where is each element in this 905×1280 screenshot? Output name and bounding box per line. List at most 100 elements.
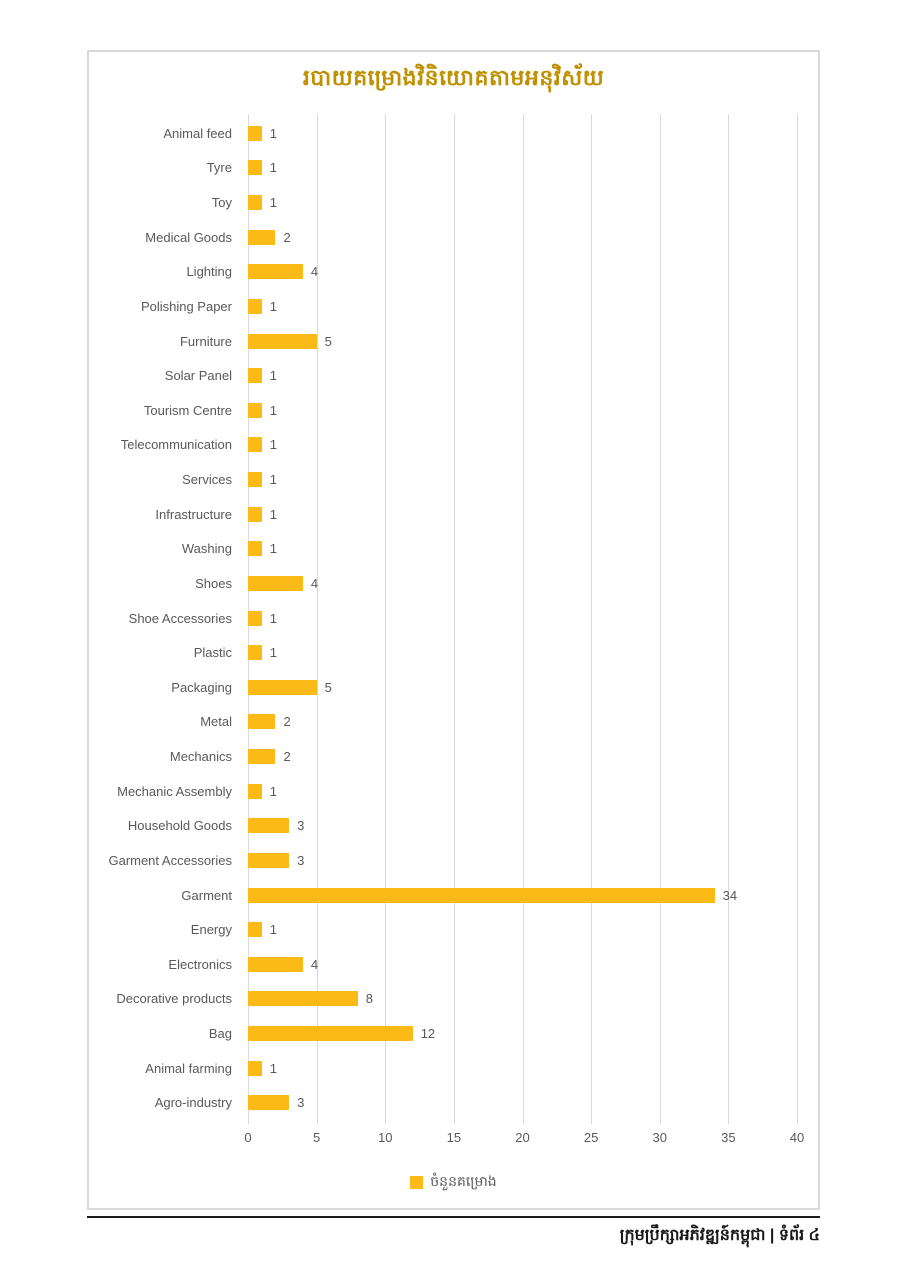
- x-tick-label: 0: [244, 1130, 252, 1145]
- bar: [248, 922, 262, 938]
- bar-row: Animal farming 1: [89, 1051, 818, 1086]
- bar-row: Plastic 1: [89, 635, 818, 670]
- value-label: 3: [297, 852, 305, 868]
- chart-title: របាយគម្រោងវិនិយោគតាមអនុវិស័យ: [302, 65, 605, 90]
- value-label: 1: [269, 125, 277, 141]
- value-label: 2: [283, 714, 291, 730]
- bar-row: Packaging 5: [89, 670, 818, 705]
- bar-row: Infrastructure 1: [89, 497, 818, 532]
- plot-area: Animal feed 1 Tyre 1 Toy 1 Medical Goods 2 Light…: [89, 114, 818, 1124]
- bar: [248, 402, 262, 418]
- bar-row: Solar Panel 1: [89, 358, 818, 393]
- bar-row: Garment 34: [89, 878, 818, 913]
- category-label: Shoes: [195, 575, 232, 591]
- x-tick-label: 40: [789, 1130, 805, 1145]
- bar-track: 1: [248, 151, 818, 186]
- gridline: [659, 114, 661, 1124]
- value-label: 1: [269, 298, 277, 314]
- bar: [248, 1060, 262, 1076]
- value-label: 1: [269, 195, 277, 211]
- bar: [248, 749, 276, 765]
- bar-row: Services 1: [89, 462, 818, 497]
- bar-row: Mechanics 2: [89, 739, 818, 774]
- value-label: 4: [310, 575, 319, 591]
- value-label: 1: [269, 506, 277, 522]
- bar-track: 34: [248, 878, 818, 913]
- value-label: 5: [324, 679, 332, 695]
- bar-row: Household Goods 3: [89, 809, 818, 844]
- bar-track: 3: [248, 809, 818, 844]
- category-label: Services: [182, 472, 232, 488]
- bar-row: Washing 1: [89, 532, 818, 567]
- bar-row: Energy 1: [89, 912, 818, 947]
- value-label: 5: [324, 333, 332, 349]
- value-label: 3: [297, 1095, 305, 1111]
- gridline: [522, 114, 524, 1124]
- category-label: Plastic: [193, 645, 232, 661]
- category-label: Bag: [208, 1026, 232, 1042]
- category-label: Decorative products: [116, 991, 232, 1007]
- bar-track: 1: [248, 1051, 818, 1086]
- x-axis: 0 5 10 15 20 25 30 35 40: [244, 1130, 818, 1150]
- bar-track: 1: [248, 358, 818, 393]
- bar-track: 1: [248, 428, 818, 463]
- bar-row: Medical Goods 2: [89, 220, 818, 255]
- bar-row: Electronics 4: [89, 947, 818, 982]
- bar-row: Shoe Accessories 1: [89, 601, 818, 636]
- value-label: 1: [269, 1060, 277, 1076]
- value-label: 1: [269, 783, 277, 799]
- category-label: Mechanic Assembly: [117, 783, 232, 799]
- bar-track: 1: [248, 289, 818, 324]
- value-label: 12: [420, 1026, 436, 1042]
- bar: [248, 1095, 290, 1111]
- footer-divider: [87, 1216, 820, 1218]
- bar-track: 4: [248, 255, 818, 290]
- bar-row: Furniture 5: [89, 324, 818, 359]
- value-label: 1: [269, 160, 277, 176]
- bar: [248, 333, 317, 349]
- gridline: [316, 114, 318, 1124]
- x-tick-label: 20: [515, 1130, 530, 1145]
- bar-track: 1: [248, 497, 818, 532]
- value-label: 1: [269, 541, 277, 557]
- x-tick-label: 15: [446, 1130, 462, 1145]
- bar: [248, 541, 262, 557]
- bar-row: Tourism Centre 1: [89, 393, 818, 428]
- category-label: Infrastructure: [155, 506, 232, 522]
- bar: [248, 472, 262, 488]
- bar-track: 1: [248, 532, 818, 567]
- bar-track: 1: [248, 116, 818, 151]
- bar: [248, 783, 262, 799]
- value-label: 2: [283, 229, 291, 245]
- category-label: Toy: [211, 195, 232, 211]
- legend-swatch-icon: [410, 1176, 424, 1189]
- gridline: [385, 114, 387, 1124]
- category-label: Energy: [190, 922, 232, 938]
- bar: [248, 195, 262, 211]
- category-label: Electronics: [168, 956, 232, 972]
- bar: [248, 645, 262, 661]
- x-tick-label: 10: [378, 1130, 393, 1145]
- bar-track: 5: [248, 670, 818, 705]
- bar: [248, 229, 276, 245]
- bar: [248, 264, 303, 280]
- bar-track: 12: [248, 1016, 818, 1051]
- legend: ចំនួនគម្រោង: [89, 1172, 818, 1193]
- bar-track: 1: [248, 774, 818, 809]
- bar-row: Metal 2: [89, 705, 818, 740]
- bar-track: 4: [248, 947, 818, 982]
- legend-label: ចំនួនគម្រោង: [430, 1173, 497, 1189]
- chart-container: របាយគម្រោងវិនិយោគតាមអនុវិស័យ Animal feed…: [87, 50, 820, 1210]
- bar: [248, 575, 303, 591]
- category-label: Polishing Paper: [140, 298, 232, 314]
- category-label: Animal feed: [163, 125, 232, 141]
- category-label: Agro-industry: [154, 1095, 232, 1111]
- bar-row: Tyre 1: [89, 151, 818, 186]
- bar: [248, 1026, 413, 1042]
- bar-row: Toy 1: [89, 185, 818, 220]
- bar: [248, 160, 262, 176]
- bar: [248, 956, 303, 972]
- category-label: Tourism Centre: [143, 402, 232, 418]
- category-label: Telecommunication: [120, 437, 232, 453]
- bar-track: 1: [248, 912, 818, 947]
